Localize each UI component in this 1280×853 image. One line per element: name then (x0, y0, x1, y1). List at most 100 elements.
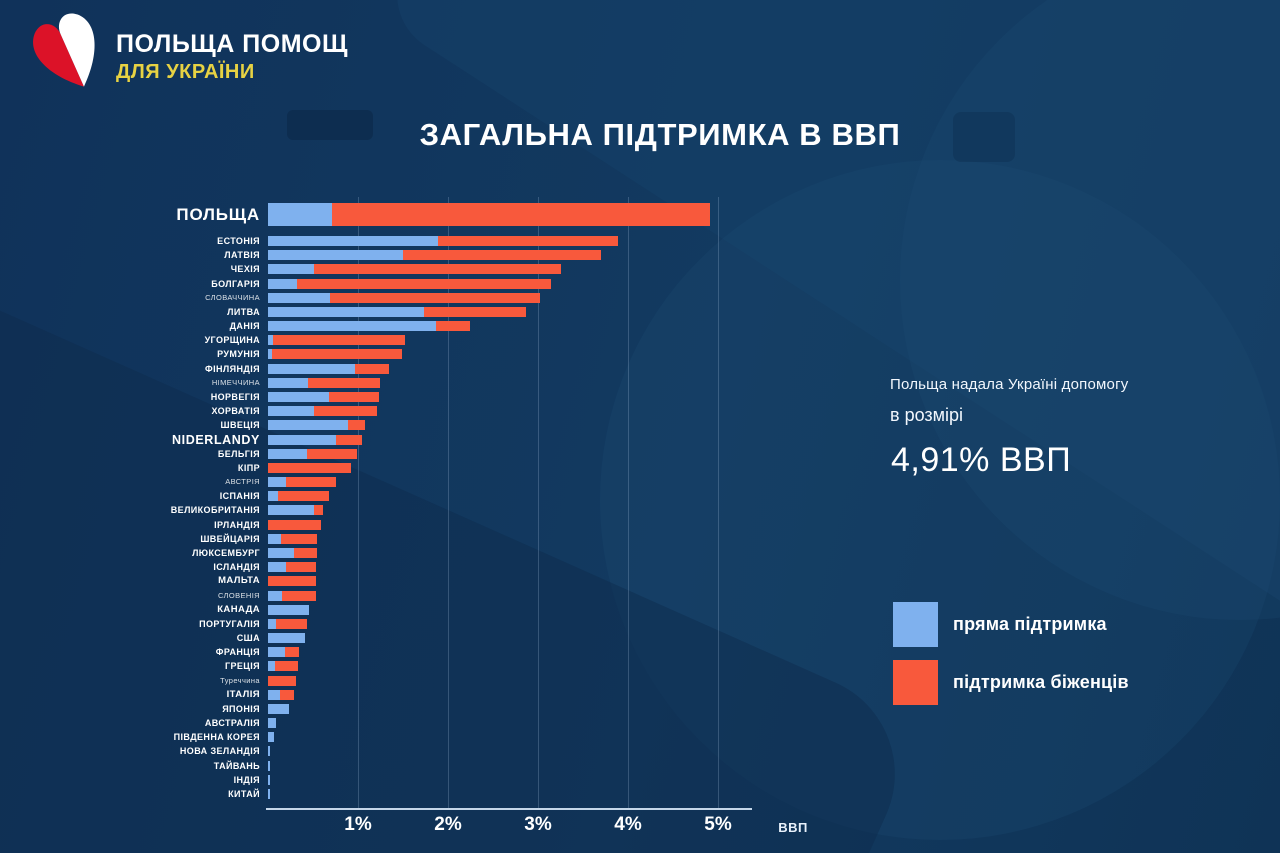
stacked-bar (268, 292, 540, 303)
stacked-bar (268, 689, 295, 700)
country-label: ТАЙВАНЬ (213, 760, 260, 771)
bar-segment-direct (268, 618, 277, 629)
stacked-bar (268, 519, 322, 530)
bar-segment-refugee (403, 250, 601, 261)
country-label: ШВЕЦІЯ (220, 420, 260, 431)
bar-segment-refugee (330, 292, 540, 303)
bar-segment-refugee (313, 406, 377, 417)
chart-row: ІНДІЯ (0, 774, 1280, 785)
country-label: АВСТРАЛІЯ (204, 718, 260, 729)
bar-segment-direct (268, 703, 289, 714)
bar-segment-refugee (348, 420, 366, 431)
stacked-bar (268, 505, 323, 516)
chart-row: ІТАЛІЯ (0, 688, 1280, 700)
chart-row: ВЕЛИКОБРИТАНІЯ (0, 505, 1280, 516)
chart-row: АВСТРАЛІЯ (0, 718, 1280, 729)
country-label: СЛОВАЧЧИНА (205, 292, 260, 302)
stacked-bar (268, 462, 351, 473)
bar-segment-refugee (282, 590, 316, 601)
bar-segment-direct (268, 774, 270, 785)
country-label: ІТАЛІЯ (226, 688, 260, 700)
stacked-bar (268, 306, 527, 317)
legend-swatch-direct (893, 602, 938, 647)
stacked-bar (268, 477, 337, 488)
bar-segment-refugee (285, 647, 299, 658)
chart-row: СЛОВАЧЧИНА (0, 292, 1280, 303)
x-axis-tick-label: 2% (434, 814, 462, 835)
x-axis-tick-label: 5% (704, 814, 732, 835)
bar-segment-refugee (307, 377, 380, 388)
stacked-bar (268, 321, 470, 332)
bar-segment-direct (268, 250, 403, 261)
bar-segment-direct (268, 377, 308, 388)
country-label: NIDERLANDY (172, 432, 260, 447)
bar-segment-refugee (275, 661, 298, 672)
bar-segment-refugee (272, 335, 405, 346)
stacked-bar (268, 448, 358, 459)
stacked-bar (268, 547, 318, 558)
chart-row: ФІНЛЯНДІЯ (0, 363, 1280, 374)
bar-segment-direct (268, 306, 424, 317)
bar-segment-refugee (296, 278, 552, 289)
bar-segment-refugee (331, 203, 710, 226)
country-label: ГРЕЦІЯ (224, 661, 260, 672)
bar-segment-direct (268, 746, 270, 757)
chart-row: ІСПАНІЯ (0, 491, 1280, 502)
background-dark-patch (953, 112, 1015, 162)
bar-segment-refugee (294, 547, 318, 558)
x-axis-unit-label: ВВП (778, 820, 808, 835)
stacked-bar (268, 391, 379, 402)
stacked-bar (268, 420, 366, 431)
chart-row: Туреччина (0, 675, 1280, 686)
gridline-4% (628, 197, 629, 809)
chart-row: ІСЛАНДІЯ (0, 562, 1280, 573)
chart-row: ФРАНЦІЯ (0, 647, 1280, 658)
aside-note-line-2: в розмірі (890, 405, 964, 425)
bar-segment-direct (268, 661, 276, 672)
chart-row: ГРЕЦІЯ (0, 661, 1280, 672)
chart-row: ЛАТВІЯ (0, 250, 1280, 261)
country-label: КАНАДА (217, 603, 260, 615)
bar-segment-direct (268, 264, 314, 275)
bar-segment-direct (268, 718, 277, 729)
bar-segment-direct (268, 533, 281, 544)
bar-segment-direct (268, 363, 356, 374)
country-label: Туреччина (220, 675, 260, 685)
country-label: ВЕЛИКОБРИТАНІЯ (170, 505, 260, 516)
bar-segment-direct (268, 391, 330, 402)
x-axis-tick-label: 3% (524, 814, 552, 835)
bar-segment-refugee (268, 462, 351, 473)
country-label: ІСПАНІЯ (219, 491, 260, 502)
stacked-bar (268, 647, 299, 658)
country-label: АВСТРІЯ (225, 477, 260, 487)
bar-segment-refugee (268, 519, 322, 530)
bar-segment-refugee (438, 236, 619, 246)
country-label: КИТАЙ (228, 789, 260, 800)
bar-segment-refugee (436, 321, 470, 332)
stacked-bar (268, 576, 316, 587)
bar-segment-refugee (279, 689, 295, 700)
country-label: ХОРВАТІЯ (211, 406, 260, 417)
brand-line-1: ПОЛЬЩА ПОМОЩ (116, 30, 348, 58)
chart-row: ШВЕЙЦАРІЯ (0, 533, 1280, 544)
country-label: НОВА ЗЕЛАНДІЯ (179, 746, 260, 757)
x-axis-tick-label: 4% (614, 814, 642, 835)
country-label: ПОЛЬЩА (176, 205, 260, 224)
bar-segment-refugee (280, 533, 318, 544)
gridline-5% (718, 197, 719, 809)
chart-row: ЕСТОНІЯ (0, 236, 1280, 246)
background-dark-patch (287, 110, 373, 140)
bar-segment-refugee (313, 264, 562, 275)
country-label: БОЛГАРІЯ (211, 278, 260, 289)
legend-swatch-refugee (893, 660, 938, 705)
stacked-bar (268, 335, 405, 346)
chart-row: ЛИТВА (0, 306, 1280, 317)
chart-row: ТАЙВАНЬ (0, 760, 1280, 771)
chart-row: НІМЕЧЧИНА (0, 377, 1280, 388)
chart-row: НОВА ЗЕЛАНДІЯ (0, 746, 1280, 757)
stacked-bar (268, 278, 552, 289)
country-label: ЧЕХІЯ (230, 264, 260, 275)
bar-segment-direct (268, 434, 337, 445)
stacked-bar (268, 377, 380, 388)
